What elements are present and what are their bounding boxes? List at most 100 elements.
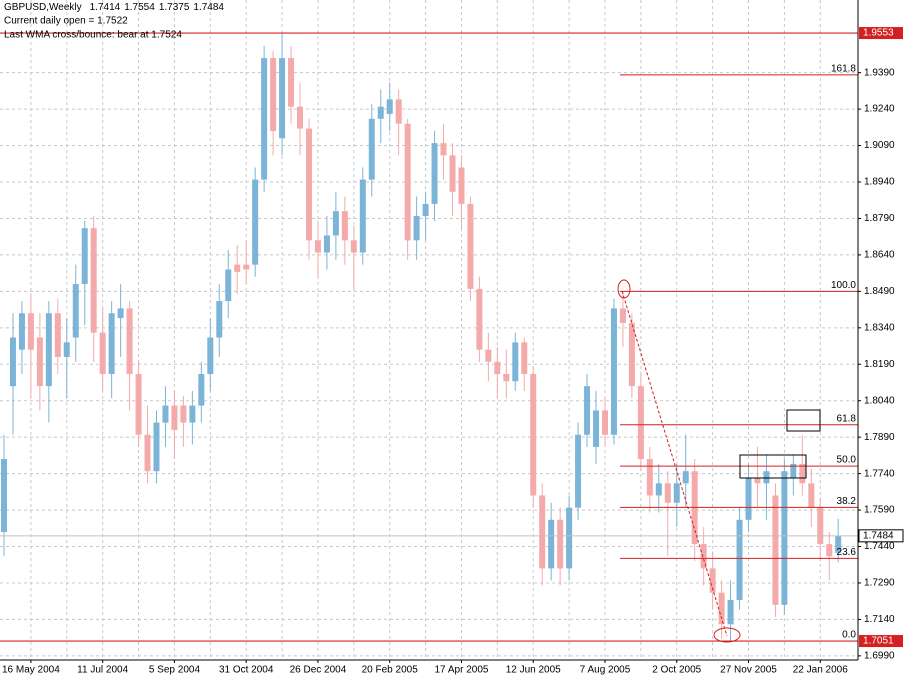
y-tick-label: 1.7290 — [864, 578, 895, 589]
candle-body — [36, 337, 43, 387]
candle-body — [601, 410, 608, 435]
current-price-label: 1.7484 — [863, 530, 894, 541]
candle-body — [494, 361, 501, 374]
y-tick-label: 1.8940 — [864, 177, 895, 188]
candle-body — [359, 179, 366, 253]
candle-body — [27, 313, 34, 350]
candle-body — [18, 313, 25, 350]
candle-body — [413, 216, 420, 241]
candle-body — [81, 228, 88, 285]
candle-body — [548, 519, 555, 569]
candle-body — [826, 544, 833, 557]
candle-body — [808, 483, 815, 508]
candle-body — [458, 167, 465, 204]
x-tick-label: 5 Sep 2004 — [149, 665, 201, 676]
y-tick-label: 1.8790 — [864, 213, 895, 224]
fibo-label: 23.6 — [837, 547, 857, 558]
x-tick-label: 12 Jun 2005 — [506, 665, 561, 676]
candle-body — [135, 373, 142, 435]
candle-body — [628, 322, 635, 387]
trend-line — [621, 290, 728, 637]
candle-body — [575, 434, 582, 508]
candle-body — [297, 106, 304, 129]
candle-body — [270, 58, 277, 131]
candle-body — [225, 269, 232, 302]
candle-body — [682, 471, 689, 484]
y-tick-label: 1.7140 — [864, 614, 895, 625]
candle-body — [332, 211, 339, 236]
y-tick-label: 1.7740 — [864, 468, 895, 479]
candle-body — [252, 179, 259, 265]
y-tick-label: 1.8640 — [864, 250, 895, 261]
y-tick-label: 1.9240 — [864, 104, 895, 115]
levels: 161.8 100.0 61.8 50.0 38.2 23.6 0.0 1.9553 1.705… — [0, 27, 904, 648]
candle-body — [799, 463, 806, 484]
candle-body — [539, 495, 546, 569]
x-tick-label: 2 Oct 2005 — [652, 665, 701, 676]
candle-body — [153, 422, 160, 472]
candle-body — [673, 483, 680, 503]
candle-body — [54, 313, 61, 357]
candle-body — [781, 471, 788, 605]
candle-body — [763, 471, 770, 484]
candle-body — [404, 123, 411, 241]
candle-body — [593, 410, 600, 447]
candle-body — [63, 342, 70, 357]
candle-body — [727, 599, 734, 625]
header: GBPUSD,Weekly 1.7414 1.7554 1.7375 1.7484 — [4, 2, 224, 13]
candle-body — [664, 483, 671, 503]
x-tick-label: 17 Apr 2005 — [435, 665, 489, 676]
candle-body — [386, 99, 393, 114]
candles — [1, 33, 842, 642]
y-tick-label: 1.8340 — [864, 322, 895, 333]
annotation: Current daily open = 1.7522 — [4, 16, 128, 27]
candle-body — [72, 284, 79, 338]
x-tick-label: 22 Jan 2006 — [793, 665, 848, 676]
candle-body — [162, 405, 169, 423]
candle-body — [566, 507, 573, 569]
candle-body — [637, 386, 644, 460]
fibo-label: 61.8 — [837, 413, 857, 424]
x-tick-label: 26 Dec 2004 — [290, 665, 347, 676]
candle-body — [485, 349, 492, 362]
candle-body — [736, 519, 743, 600]
y-tick-label: 1.9090 — [864, 140, 895, 151]
swing-high-circle — [617, 279, 631, 299]
last-open: 1.7414 — [90, 2, 121, 13]
candle-body — [431, 143, 438, 204]
candle-body — [476, 288, 483, 350]
y-tick-label: 1.6990 — [864, 651, 895, 662]
candle-body — [584, 386, 591, 435]
candle-body — [718, 592, 725, 625]
candle-body — [512, 342, 519, 382]
candle-body — [646, 459, 653, 496]
candle-body — [350, 240, 357, 253]
candle-body — [422, 203, 429, 217]
price-level-box — [859, 27, 903, 40]
y-tick-label: 1.7890 — [864, 432, 895, 443]
candle-body — [234, 264, 241, 272]
symbol: GBPUSD,Weekly — [4, 2, 82, 13]
candle-body — [745, 478, 752, 520]
candle-body — [216, 301, 223, 338]
y-tick-label: 1.9390 — [864, 67, 895, 78]
candle-body — [305, 128, 312, 241]
candle-body — [45, 313, 52, 387]
highlight-box — [786, 409, 821, 432]
candle-body — [99, 332, 106, 374]
candle-body — [772, 495, 779, 605]
fibo-label: 38.2 — [837, 496, 857, 507]
candle-body — [117, 308, 124, 319]
last-low: 1.7375 — [159, 2, 190, 13]
y-tick-label: 1.7440 — [864, 541, 895, 552]
highlight-box — [739, 454, 807, 479]
candle-body — [126, 308, 133, 374]
candle-body — [503, 373, 510, 382]
candle-body — [261, 58, 268, 180]
x-tick-label: 11 Jul 2004 — [77, 665, 128, 676]
candle-body — [790, 463, 797, 479]
candle-body — [530, 373, 537, 496]
fibo-label: 100.0 — [831, 280, 856, 291]
candle-body — [341, 211, 348, 241]
